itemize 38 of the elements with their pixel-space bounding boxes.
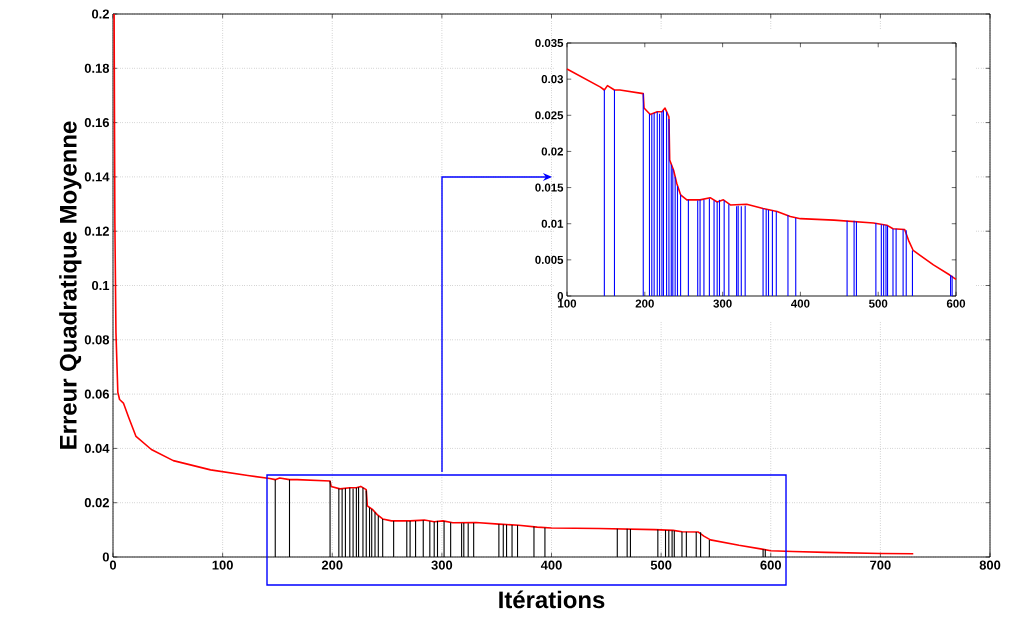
y-tick-label: 0.025: [535, 111, 564, 120]
y-tick-label: 0.015: [535, 183, 564, 192]
y-tick-label: 0.08: [84, 335, 110, 345]
y-tick-label: 0: [557, 291, 564, 301]
y-tick-label: 0: [102, 552, 109, 562]
x-tick-label: 0: [109, 560, 117, 570]
x-tick-label: 200: [321, 560, 343, 570]
x-tick-label: 600: [946, 299, 966, 308]
y-tick-label: 0.1: [91, 280, 110, 291]
y-tick-label: 0.2: [91, 9, 109, 19]
y-tick-label: 0.06: [84, 389, 110, 399]
x-tick-label: 500: [650, 560, 672, 570]
y-tick-label: 0.03: [541, 75, 564, 84]
y-tick-label: 0.005: [535, 255, 564, 264]
y-axis-title: Erreur Quadratique Moyenne: [59, 121, 82, 449]
x-tick-label: 700: [870, 560, 891, 570]
y-tick-label: 0.02: [541, 147, 564, 156]
y-tick-label: 0.16: [84, 118, 110, 128]
y-tick-label: 0.01: [541, 219, 564, 228]
x-tick-label: 400: [540, 560, 562, 570]
y-tick-label: 0.035: [535, 38, 564, 48]
x-tick-label: 300: [431, 560, 453, 570]
x-axis-title: Itérations: [499, 590, 605, 609]
x-tick-label: 100: [558, 299, 577, 308]
line-series: [113, 13, 915, 555]
x-tick-label: 600: [760, 560, 782, 570]
y-tick-label: 0.18: [84, 63, 110, 73]
x-tick-label: 200: [635, 299, 654, 308]
y-tick-label: 0.12: [84, 226, 109, 236]
x-tick-label: 500: [869, 299, 888, 308]
y-tick-label: 0.14: [84, 172, 110, 182]
x-tick-label: 400: [791, 299, 810, 308]
x-tick-label: 800: [979, 560, 1001, 570]
y-tick-label: 0.02: [84, 498, 109, 508]
x-tick-label: 300: [713, 299, 732, 308]
y-tick-label: 0.04: [84, 443, 110, 453]
line-series: [566, 68, 957, 281]
x-tick-label: 100: [212, 560, 233, 570]
